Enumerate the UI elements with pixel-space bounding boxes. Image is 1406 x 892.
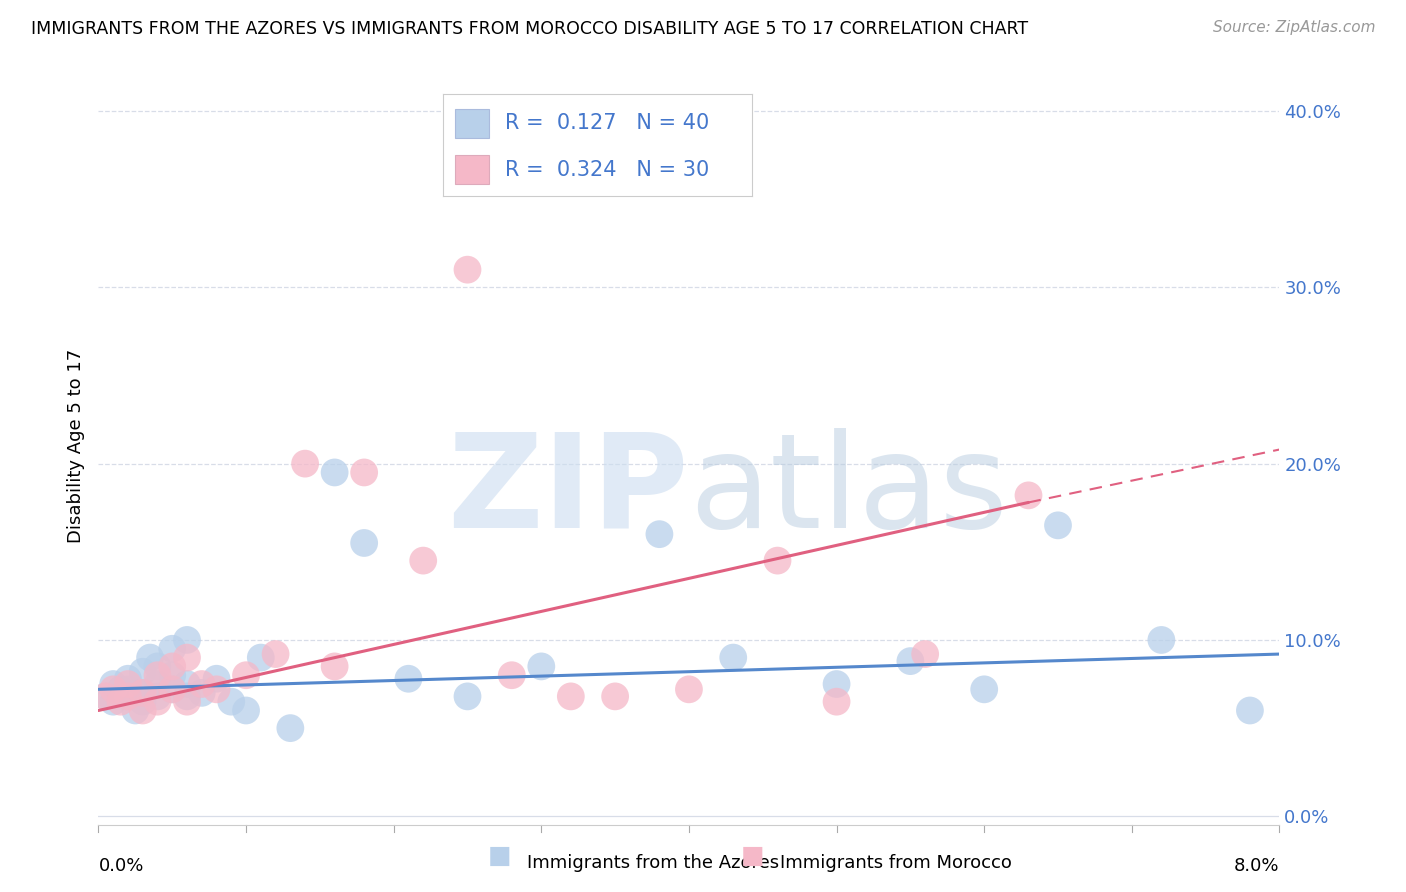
Point xyxy=(678,682,700,697)
Text: R =  0.127   N = 40: R = 0.127 N = 40 xyxy=(505,113,709,134)
Point xyxy=(132,686,155,700)
Point xyxy=(132,695,155,709)
Point xyxy=(117,672,139,686)
Point xyxy=(235,704,257,718)
Point xyxy=(560,690,582,704)
Point xyxy=(191,686,214,700)
Point xyxy=(176,650,198,665)
Point xyxy=(723,650,745,665)
Point xyxy=(117,690,139,704)
Text: atlas: atlas xyxy=(689,428,1008,555)
Point xyxy=(146,659,169,673)
Point xyxy=(766,553,789,567)
Point xyxy=(221,695,243,709)
Point xyxy=(457,690,479,704)
Text: Immigrants from Morocco: Immigrants from Morocco xyxy=(780,855,1012,872)
Point xyxy=(176,677,198,691)
Point xyxy=(146,690,169,704)
Point xyxy=(205,682,228,697)
Point xyxy=(146,695,169,709)
Text: IMMIGRANTS FROM THE AZORES VS IMMIGRANTS FROM MOROCCO DISABILITY AGE 5 TO 17 COR: IMMIGRANTS FROM THE AZORES VS IMMIGRANTS… xyxy=(31,20,1028,37)
Text: 0.0%: 0.0% xyxy=(98,857,143,875)
Point xyxy=(294,457,316,471)
Point xyxy=(264,647,287,661)
Point xyxy=(323,659,346,673)
Text: ■: ■ xyxy=(741,844,763,868)
Point xyxy=(132,686,155,700)
Point xyxy=(103,682,125,697)
Y-axis label: Disability Age 5 to 17: Disability Age 5 to 17 xyxy=(66,349,84,543)
Point xyxy=(605,690,627,704)
Point xyxy=(973,682,995,697)
Point xyxy=(900,654,922,668)
Point xyxy=(648,527,671,541)
Text: Immigrants from the Azores: Immigrants from the Azores xyxy=(527,855,779,872)
Point xyxy=(825,677,848,691)
Point xyxy=(353,536,375,550)
Point xyxy=(205,672,228,686)
Point xyxy=(162,682,183,697)
Point xyxy=(235,668,257,682)
Point xyxy=(191,677,214,691)
Point xyxy=(103,677,125,691)
Text: Source: ZipAtlas.com: Source: ZipAtlas.com xyxy=(1212,20,1375,35)
Point xyxy=(132,665,155,679)
Point xyxy=(412,553,434,567)
Text: 8.0%: 8.0% xyxy=(1234,857,1279,875)
Point xyxy=(825,695,848,709)
Point xyxy=(162,668,183,682)
Point xyxy=(1018,488,1040,502)
Bar xyxy=(456,155,489,184)
Text: ZIP: ZIP xyxy=(447,428,689,555)
Point xyxy=(914,647,936,661)
Point xyxy=(162,641,183,656)
Point xyxy=(176,690,198,704)
Point xyxy=(1046,518,1070,533)
Point xyxy=(117,682,139,697)
Point xyxy=(117,677,139,691)
Point xyxy=(176,632,198,647)
Point xyxy=(323,466,346,480)
Point xyxy=(110,695,132,709)
Point xyxy=(162,682,183,697)
Point xyxy=(1150,632,1173,647)
Point xyxy=(94,690,117,704)
Point xyxy=(146,668,169,682)
Point xyxy=(94,690,117,704)
Point xyxy=(146,677,169,691)
Point xyxy=(530,659,553,673)
Point xyxy=(176,695,198,709)
Point xyxy=(501,668,523,682)
Point xyxy=(162,659,183,673)
Bar xyxy=(456,109,489,137)
Point xyxy=(124,704,146,718)
Text: ■: ■ xyxy=(488,844,510,868)
Point xyxy=(139,650,162,665)
Point xyxy=(457,262,479,277)
Point xyxy=(1239,704,1261,718)
Point xyxy=(110,682,132,697)
Point xyxy=(132,704,155,718)
Point xyxy=(398,672,420,686)
Point xyxy=(117,690,139,704)
Point xyxy=(103,695,125,709)
Point xyxy=(250,650,273,665)
Point xyxy=(353,466,375,480)
Text: R =  0.324   N = 30: R = 0.324 N = 30 xyxy=(505,160,709,179)
Point xyxy=(280,721,302,735)
